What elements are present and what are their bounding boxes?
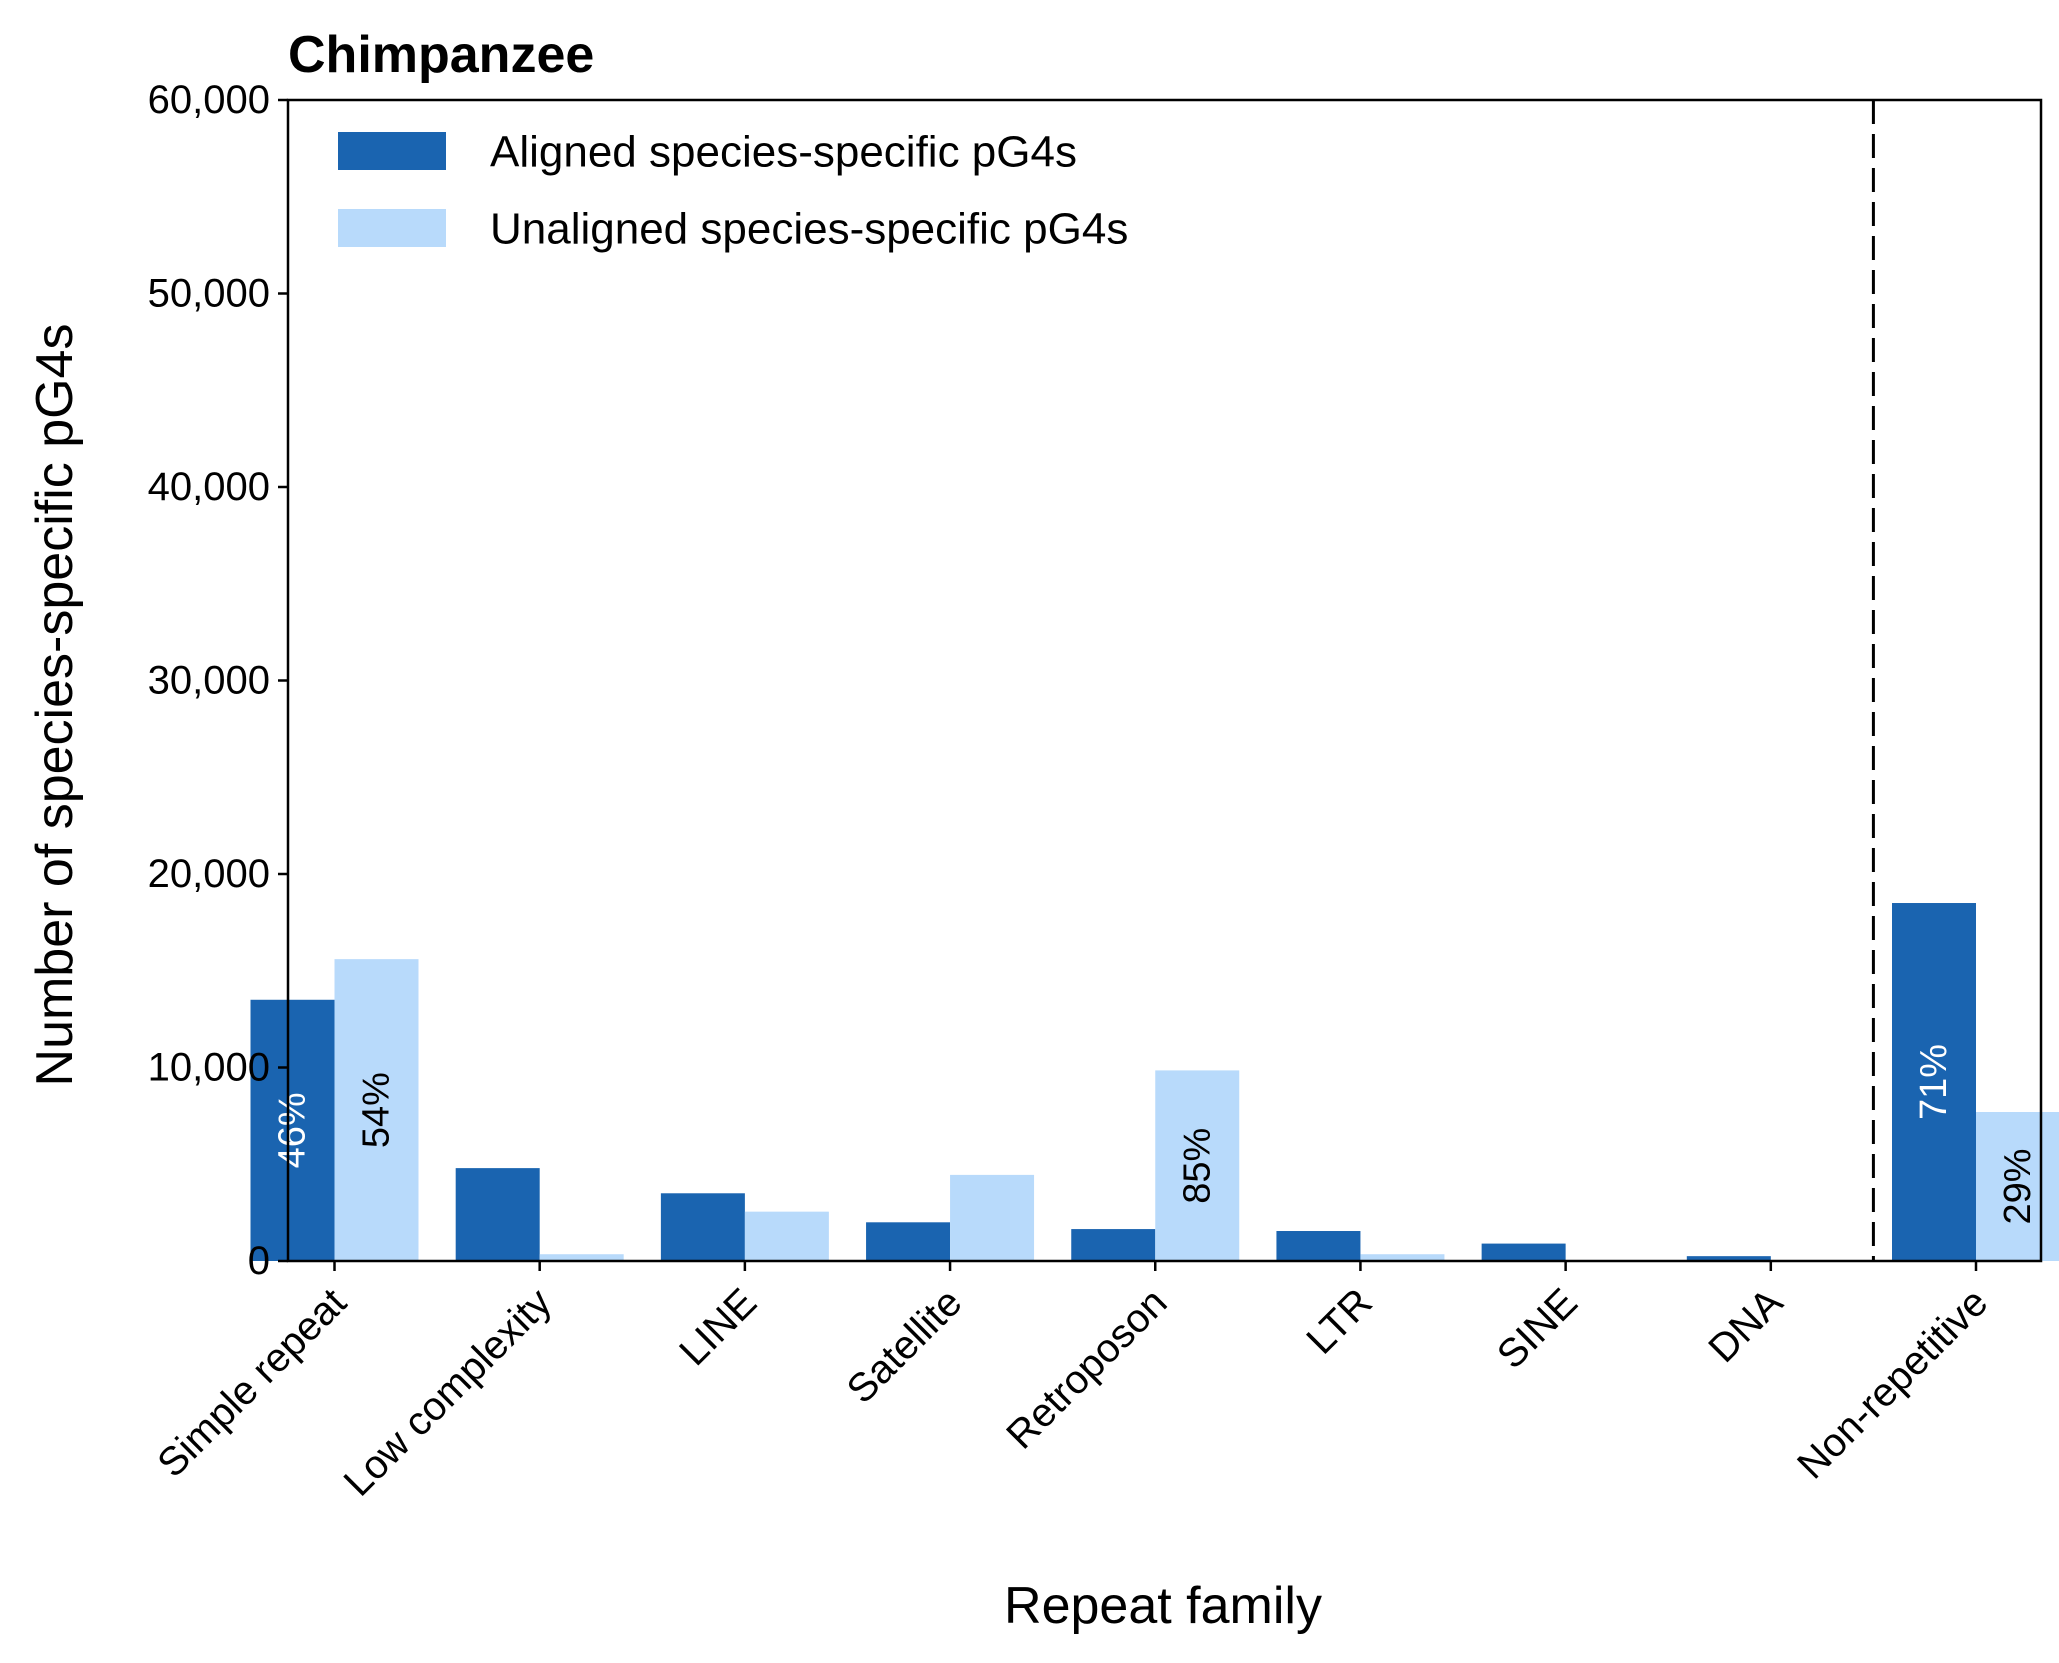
bar-aligned	[250, 999, 335, 1261]
bar-aligned	[1892, 903, 1976, 1261]
y-tick-label: 40,000	[148, 465, 270, 509]
bar-aligned	[455, 1168, 540, 1261]
legend-swatch	[338, 209, 446, 247]
x-tick-label: Low complexity	[336, 1280, 560, 1504]
y-tick-label: 30,000	[148, 659, 270, 703]
legend: Aligned species-specific pG4s Unaligned s…	[338, 128, 1128, 254]
legend-swatch	[338, 132, 446, 170]
bar-unaligned	[950, 1174, 1035, 1261]
bar-unaligned	[744, 1211, 829, 1261]
bar-unaligned	[1976, 1112, 2059, 1261]
x-tick-label: Simple repeat	[149, 1280, 355, 1486]
y-tick-label: 60,000	[148, 78, 270, 122]
y-tick-label: 50,000	[148, 272, 270, 316]
bar-aligned	[1686, 1256, 1771, 1261]
x-axis-title: Repeat family	[1004, 1577, 1322, 1635]
y-tick-label: 20,000	[148, 852, 270, 896]
bar-unaligned	[334, 959, 419, 1261]
bar-unaligned	[1155, 1070, 1240, 1261]
bar-aligned	[1481, 1243, 1566, 1261]
bar-unaligned	[539, 1254, 624, 1261]
x-tick-label: DNA	[1700, 1280, 1791, 1371]
bar-aligned	[1071, 1229, 1156, 1261]
plot-area: 46% 71% 54% 85% 29% 0 10,000 20,000 30,000 40,000…	[148, 78, 2059, 1505]
bar-aligned	[660, 1193, 745, 1261]
x-tick-label: LTR	[1298, 1280, 1380, 1362]
bar-percent-label: 29%	[1997, 1148, 2039, 1224]
bar-percent-label: 54%	[356, 1072, 398, 1148]
bar-percent-label: 85%	[1176, 1128, 1218, 1204]
x-tick-label: Non-repetitive	[1789, 1280, 1996, 1487]
bar-aligned	[1276, 1231, 1361, 1261]
y-tick-label: 0	[248, 1239, 270, 1283]
x-tick-label: Satellite	[839, 1280, 971, 1412]
bar-unaligned	[1360, 1254, 1445, 1261]
bar-percent-label: 46%	[272, 1092, 314, 1168]
x-tick-label: LINE	[671, 1280, 765, 1374]
legend-label: Unaligned species-specific pG4s	[490, 205, 1128, 254]
x-tick-label: Retroposon	[998, 1280, 1175, 1457]
bar-aligned	[866, 1222, 951, 1261]
y-axis-title: Number of species-specific pG4s	[26, 324, 84, 1087]
chart-title: Chimpanzee	[288, 26, 594, 84]
x-tick-label: SINE	[1489, 1280, 1586, 1377]
bar-percent-label: 71%	[1913, 1044, 1955, 1120]
legend-label: Aligned species-specific pG4s	[490, 128, 1077, 177]
y-tick-label: 10,000	[148, 1046, 270, 1090]
